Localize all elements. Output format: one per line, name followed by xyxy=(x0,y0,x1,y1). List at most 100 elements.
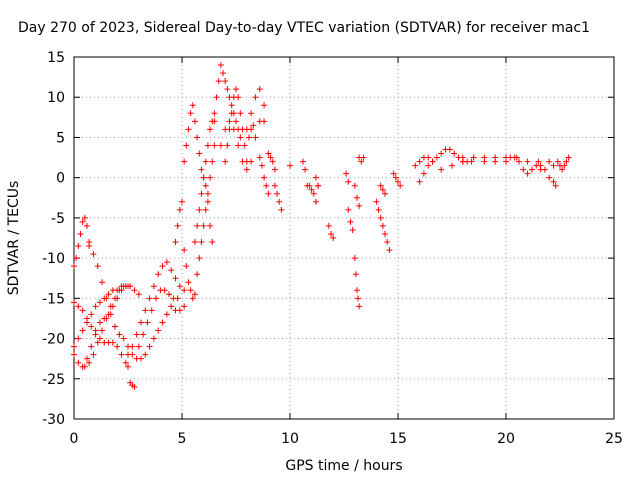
data-point xyxy=(107,303,114,310)
data-point xyxy=(310,190,317,197)
data-point xyxy=(118,351,125,358)
data-point xyxy=(325,222,332,229)
data-point xyxy=(468,158,475,165)
axis-ticks: 0 5 10 15 20 25 -30 -25 -20 -15 -10 -5 0 5 10 15 xyxy=(42,50,623,447)
y-tick-label: -5 xyxy=(51,211,65,227)
data-point xyxy=(235,142,242,149)
data-point xyxy=(187,287,194,294)
data-point xyxy=(88,343,95,350)
data-point xyxy=(377,182,384,189)
data-point xyxy=(183,263,190,270)
data-point xyxy=(168,303,175,310)
data-point xyxy=(261,118,268,125)
data-point xyxy=(382,190,389,197)
data-point xyxy=(433,154,440,161)
data-point xyxy=(79,307,86,314)
data-point xyxy=(99,279,106,286)
data-point xyxy=(261,174,268,181)
data-point xyxy=(189,295,196,302)
data-point xyxy=(168,267,175,274)
data-point xyxy=(176,206,183,213)
data-point xyxy=(222,78,229,85)
data-point xyxy=(256,154,263,161)
data-point xyxy=(312,198,319,205)
data-point xyxy=(373,198,380,205)
data-point xyxy=(83,319,90,326)
data-point xyxy=(559,166,566,173)
data-point xyxy=(135,291,142,298)
data-point xyxy=(159,319,166,326)
data-point xyxy=(185,279,192,286)
data-point xyxy=(349,226,356,233)
data-point xyxy=(204,198,211,205)
data-point xyxy=(312,174,319,181)
data-point xyxy=(153,295,160,302)
data-point xyxy=(181,303,188,310)
data-point xyxy=(150,283,157,290)
data-point xyxy=(81,214,88,221)
data-point xyxy=(196,150,203,157)
data-point xyxy=(446,146,453,153)
y-tick-label: -15 xyxy=(42,291,65,307)
data-point xyxy=(425,162,432,169)
data-point xyxy=(213,94,220,101)
data-point xyxy=(81,363,88,370)
data-point xyxy=(250,122,257,129)
data-point xyxy=(438,150,445,157)
data-point xyxy=(524,170,531,177)
data-point xyxy=(256,86,263,93)
data-point xyxy=(112,323,119,330)
data-point xyxy=(449,162,455,169)
data-point xyxy=(94,263,101,270)
data-point xyxy=(83,355,90,362)
y-tick-label: -30 xyxy=(42,412,65,428)
data-point xyxy=(267,154,274,161)
data-point xyxy=(215,78,222,85)
data-point xyxy=(386,247,393,254)
data-point xyxy=(75,335,82,342)
data-point xyxy=(308,186,315,193)
data-point xyxy=(71,299,77,306)
data-point xyxy=(133,331,140,338)
data-point xyxy=(395,178,401,185)
data-point xyxy=(328,230,335,237)
data-point xyxy=(90,251,97,258)
data-point xyxy=(211,142,218,149)
data-point xyxy=(248,126,255,133)
data-point xyxy=(92,303,99,310)
data-point xyxy=(125,283,131,290)
data-point xyxy=(271,166,278,173)
y-tick-label: 15 xyxy=(47,50,65,66)
data-point xyxy=(146,343,153,350)
data-point xyxy=(379,222,386,229)
data-point xyxy=(83,222,90,229)
data-point xyxy=(287,162,293,169)
data-point xyxy=(176,283,183,290)
data-point xyxy=(237,110,244,117)
data-point xyxy=(220,70,227,77)
data-point xyxy=(176,307,183,314)
x-tick-label: 20 xyxy=(497,431,515,447)
x-tick-label: 10 xyxy=(281,431,299,447)
data-point xyxy=(561,162,568,169)
data-point xyxy=(315,182,322,189)
data-point xyxy=(226,126,233,133)
data-point xyxy=(416,178,423,185)
data-point xyxy=(563,158,570,165)
data-point xyxy=(345,206,352,213)
data-point xyxy=(200,174,207,181)
data-point xyxy=(224,86,231,93)
data-point xyxy=(159,263,166,270)
data-point xyxy=(129,343,136,350)
data-point xyxy=(79,327,86,334)
data-point xyxy=(243,158,250,165)
data-point xyxy=(122,359,129,366)
data-point xyxy=(416,158,423,165)
y-axis-label: SDTVAR / TECUs xyxy=(6,181,22,296)
data-point xyxy=(79,218,86,225)
x-tick-label: 15 xyxy=(389,431,407,447)
data-point xyxy=(181,287,188,294)
data-point xyxy=(546,158,553,165)
y-tick-label: -10 xyxy=(42,251,65,267)
data-point xyxy=(470,154,477,161)
